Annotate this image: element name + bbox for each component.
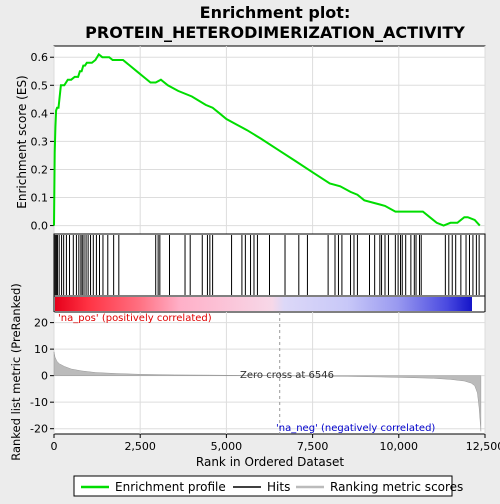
zero-cross-label: Zero cross at 6546 [240, 370, 334, 381]
metric-axis-label: Ranked list metric (PreRanked) [9, 283, 23, 461]
es-tick-label: 0.6 [31, 51, 49, 64]
es-tick-label: 0.3 [31, 135, 49, 148]
metric-tick-label: -20 [30, 423, 48, 436]
legend-label-hits: Hits [267, 480, 290, 494]
negative-correlation-label: 'na_neg' (negatively correlated) [276, 423, 435, 434]
legend-label-metric: Ranking metric scores [330, 480, 463, 494]
metric-tick-label: 0 [41, 370, 48, 383]
es-tick-label: 0.1 [31, 192, 49, 205]
x-tick-label: 0 [51, 440, 58, 453]
positive-correlation-label: 'na_pos' (positively correlated) [58, 313, 212, 324]
x-tick-label: 10,000 [380, 440, 419, 453]
chart-title-line2: PROTEIN_HETERODIMERIZATION_ACTIVITY [85, 23, 465, 42]
es-panel [54, 46, 485, 234]
es-tick-label: 0.5 [31, 79, 49, 92]
chart-title-line1: Enrichment plot: [200, 3, 351, 22]
rank-color-bar [55, 297, 472, 311]
x-tick-label: 2,500 [124, 440, 156, 453]
x-tick-label: 12,500 [466, 440, 500, 453]
es-tick-label: 0.2 [31, 163, 49, 176]
metric-tick-label: 10 [34, 343, 48, 356]
es-tick-label: 0.4 [31, 107, 49, 120]
es-tick-label: 0.0 [31, 220, 49, 233]
es-axis-label: Enrichment score (ES) [15, 75, 29, 208]
x-tick-label: 7,500 [297, 440, 329, 453]
x-tick-label: 5,000 [211, 440, 243, 453]
legend-label-enrichment: Enrichment profile [115, 480, 226, 494]
x-axis-label: Rank in Ordered Dataset [196, 455, 344, 469]
metric-tick-label: -10 [30, 396, 48, 409]
metric-tick-label: 20 [34, 317, 48, 330]
